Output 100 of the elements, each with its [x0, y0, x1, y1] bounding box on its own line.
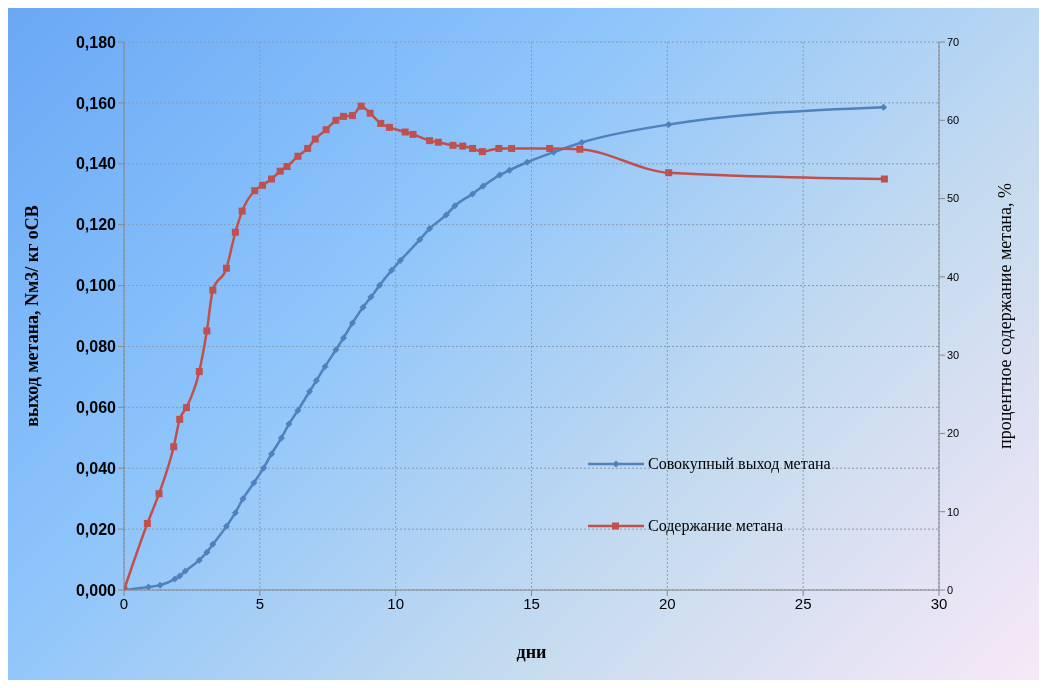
point — [231, 509, 239, 517]
point — [195, 368, 203, 376]
point — [259, 181, 267, 189]
y2-tick-label: 10 — [947, 505, 960, 518]
point — [144, 583, 152, 590]
point — [340, 112, 348, 120]
point — [340, 334, 348, 342]
point — [359, 303, 367, 311]
y2-tick-label: 60 — [947, 114, 960, 127]
point — [451, 202, 459, 210]
y2-tick-label: 40 — [947, 270, 960, 283]
point — [176, 415, 184, 423]
point — [388, 266, 396, 274]
point — [459, 142, 467, 150]
point — [260, 464, 268, 472]
point — [171, 575, 179, 583]
point — [523, 158, 531, 166]
point — [176, 572, 184, 580]
x-tick-label: 10 — [387, 594, 405, 612]
point — [311, 135, 319, 143]
legend-label: Содержание метана — [648, 517, 784, 535]
point — [306, 388, 314, 395]
point — [469, 190, 477, 198]
point — [203, 548, 211, 556]
point — [508, 144, 516, 152]
point — [321, 363, 329, 371]
y-tick-label: 0,020 — [75, 520, 117, 538]
y-tick-label: 0,120 — [75, 216, 117, 234]
point — [209, 540, 217, 548]
point — [181, 567, 189, 575]
point — [576, 145, 584, 153]
point — [231, 228, 239, 236]
y-tick-label: 0,180 — [75, 33, 117, 51]
point — [277, 434, 285, 442]
y2-tick-label: 20 — [947, 427, 960, 440]
y-axis-title: выход метана, Nм3/ кг оСВ — [22, 205, 43, 427]
x-tick-label: 15 — [523, 594, 540, 612]
point — [366, 109, 374, 117]
point — [222, 264, 230, 272]
point — [469, 144, 477, 152]
point — [442, 211, 450, 219]
point — [182, 404, 190, 412]
point — [426, 225, 434, 233]
y-tick-label: 0,160 — [75, 94, 117, 112]
point — [268, 175, 276, 183]
point — [348, 112, 356, 120]
y2-axis-title: процентное содержание метана, % — [995, 183, 1016, 449]
point — [251, 187, 259, 195]
point — [505, 166, 513, 174]
point — [322, 126, 330, 134]
point — [546, 144, 554, 152]
point — [238, 207, 246, 215]
point — [143, 519, 151, 527]
point — [434, 138, 442, 146]
y-tick-label: 0,060 — [75, 399, 117, 417]
point — [377, 119, 385, 127]
x-tick-label: 30 — [930, 594, 948, 612]
y2-tick-label: 50 — [947, 192, 960, 205]
point — [332, 346, 340, 354]
point — [283, 162, 291, 170]
point — [495, 144, 503, 152]
point — [357, 102, 365, 110]
point — [880, 103, 888, 111]
point — [170, 443, 178, 451]
point — [578, 138, 586, 146]
point — [478, 148, 486, 156]
y-tick-label: 0,100 — [75, 277, 117, 295]
point — [426, 137, 434, 145]
point — [880, 175, 888, 183]
point — [348, 319, 356, 327]
x-axis-title: дни — [516, 642, 547, 662]
point — [449, 141, 457, 149]
point — [665, 169, 673, 177]
point — [250, 479, 258, 487]
point — [312, 377, 320, 385]
x-tick-label: 0 — [119, 594, 129, 612]
point — [285, 420, 293, 428]
point — [396, 257, 404, 265]
point — [276, 167, 284, 175]
x-tick-label: 20 — [658, 594, 676, 612]
point — [268, 450, 276, 458]
y2-tick-label: 70 — [947, 35, 960, 48]
point — [195, 556, 203, 564]
point — [376, 281, 384, 289]
x-tick-label: 5 — [255, 594, 265, 612]
point — [479, 182, 487, 190]
x-tick-label: 25 — [794, 594, 812, 612]
point — [156, 581, 164, 589]
point — [409, 130, 417, 138]
y-tick-label: 0,000 — [75, 581, 117, 599]
point — [203, 327, 211, 335]
legend-label: Совокупный выход метана — [648, 455, 831, 473]
point — [209, 286, 217, 294]
y-tick-label: 0,040 — [75, 459, 117, 477]
point — [496, 171, 504, 179]
point — [401, 128, 409, 136]
point — [665, 121, 673, 128]
point — [222, 522, 230, 530]
y2-tick-label: 0 — [947, 583, 954, 596]
point — [416, 236, 424, 244]
